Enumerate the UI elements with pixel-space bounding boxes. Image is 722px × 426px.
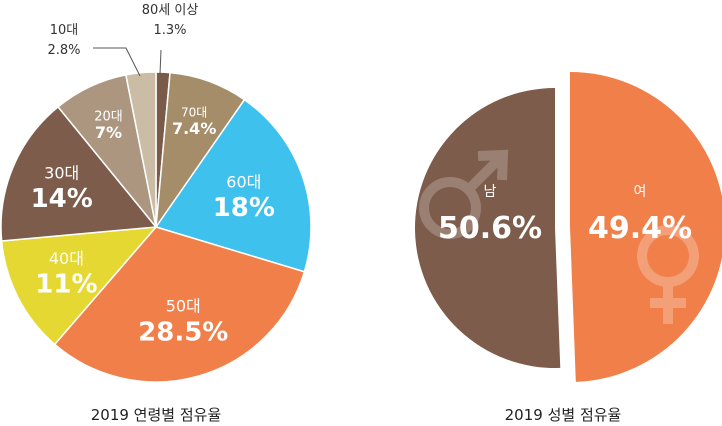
- age-slice-value-label: 7.4%: [172, 119, 216, 138]
- age-slice-name-label: 20대: [94, 109, 123, 124]
- leader-line: [159, 49, 162, 75]
- age-slice-name-label: 10대: [50, 23, 79, 38]
- age-pie-slice: [0, 226, 158, 346]
- gender-pie-slice-female: [570, 72, 722, 382]
- gender-pie-slice-male: [414, 88, 561, 368]
- age-slice-value-label: 7%: [95, 123, 122, 142]
- age-pie-slice: [0, 105, 158, 242]
- age-slice-value-label: 28.5%: [138, 317, 228, 347]
- male-symbol-icon: [419, 149, 509, 239]
- gender-slice-name-label: 여: [634, 184, 647, 200]
- gender-slice-value-label: 50.6%: [438, 211, 542, 246]
- gender-slice-value-label: 49.4%: [588, 211, 692, 246]
- age-slice-name-label: 80세 이상: [142, 3, 199, 18]
- age-slice-value-label: 11%: [35, 270, 97, 300]
- gender-chart-title: 2019 성별 점유율: [505, 406, 622, 424]
- age-slice-name-label: 70대: [181, 106, 207, 120]
- age-pie-slice: [154, 98, 312, 273]
- female-symbol-icon: [637, 225, 699, 324]
- age-slice-value-label: 1.3%: [153, 23, 186, 38]
- age-slice-value-label: 18%: [213, 193, 275, 223]
- gender-slice-name-label: 남: [484, 184, 497, 200]
- age-slice-name-label: 50대: [166, 297, 201, 316]
- age-slice-value-label: 2.8%: [47, 43, 80, 58]
- age-slice-name-label: 60대: [226, 172, 261, 191]
- leader-line: [93, 47, 141, 77]
- age-slice-value-label: 14%: [31, 184, 93, 214]
- age-slice-name-label: 40대: [49, 249, 84, 268]
- age-pie-slice: [53, 226, 306, 383]
- age-pie-slice: [125, 71, 157, 228]
- age-chart-title: 2019 연령별 점유율: [91, 406, 222, 424]
- age-slice-name-label: 30대: [44, 163, 79, 182]
